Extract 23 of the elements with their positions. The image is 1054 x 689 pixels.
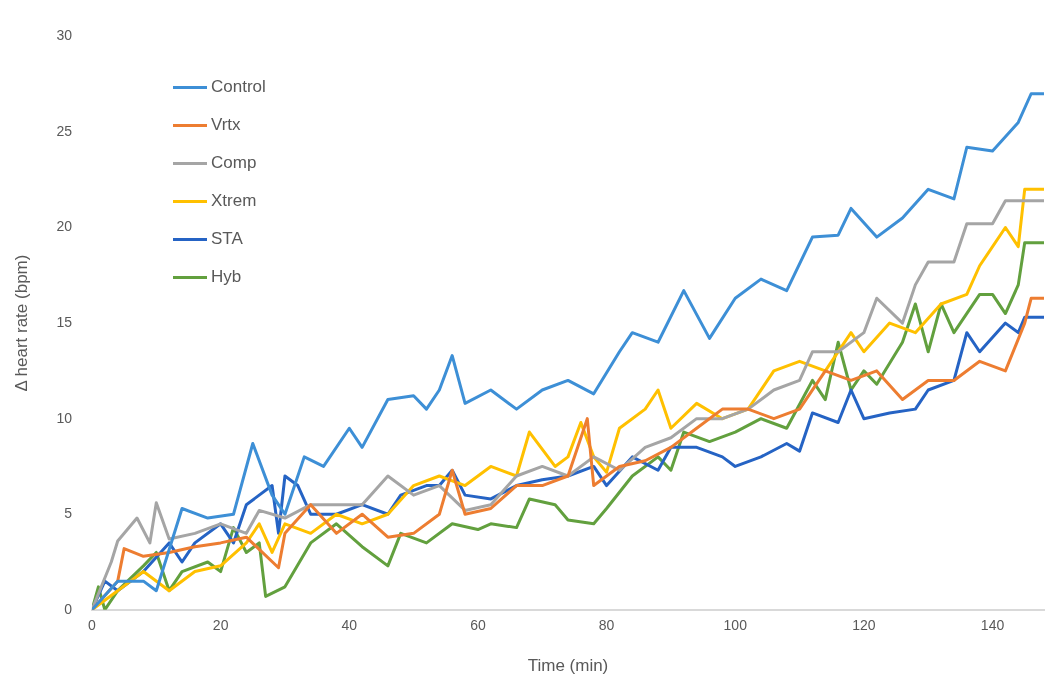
y-tick-label: 20: [56, 218, 73, 235]
legend-label: Vrtx: [211, 115, 241, 135]
x-tick-label: 60: [470, 617, 486, 634]
x-tick-label: 100: [723, 617, 748, 634]
legend-label: Comp: [211, 153, 257, 173]
x-tick-label: 80: [598, 617, 615, 634]
legend-label: STA: [211, 229, 243, 249]
x-tick-label: 20: [212, 617, 229, 634]
y-tick-label: 0: [64, 600, 73, 617]
y-tick-label: 10: [56, 409, 73, 426]
y-axis-title: Δ heart rate (bpm): [11, 254, 31, 392]
y-tick-label: 15: [56, 313, 73, 330]
x-tick-label: 40: [341, 617, 358, 634]
legend-label: Control: [211, 77, 266, 97]
legend-label: Xtrem: [211, 191, 257, 211]
x-axis-title: Time (min): [527, 656, 609, 676]
x-tick-label: 140: [980, 617, 1005, 634]
y-tick-label: 5: [64, 505, 73, 522]
y-tick-label: 25: [56, 122, 73, 139]
x-tick-label: 0: [88, 617, 97, 634]
y-tick-label: 30: [56, 27, 73, 44]
x-tick-label: 120: [852, 617, 876, 634]
legend-label: Hyb: [211, 267, 242, 287]
